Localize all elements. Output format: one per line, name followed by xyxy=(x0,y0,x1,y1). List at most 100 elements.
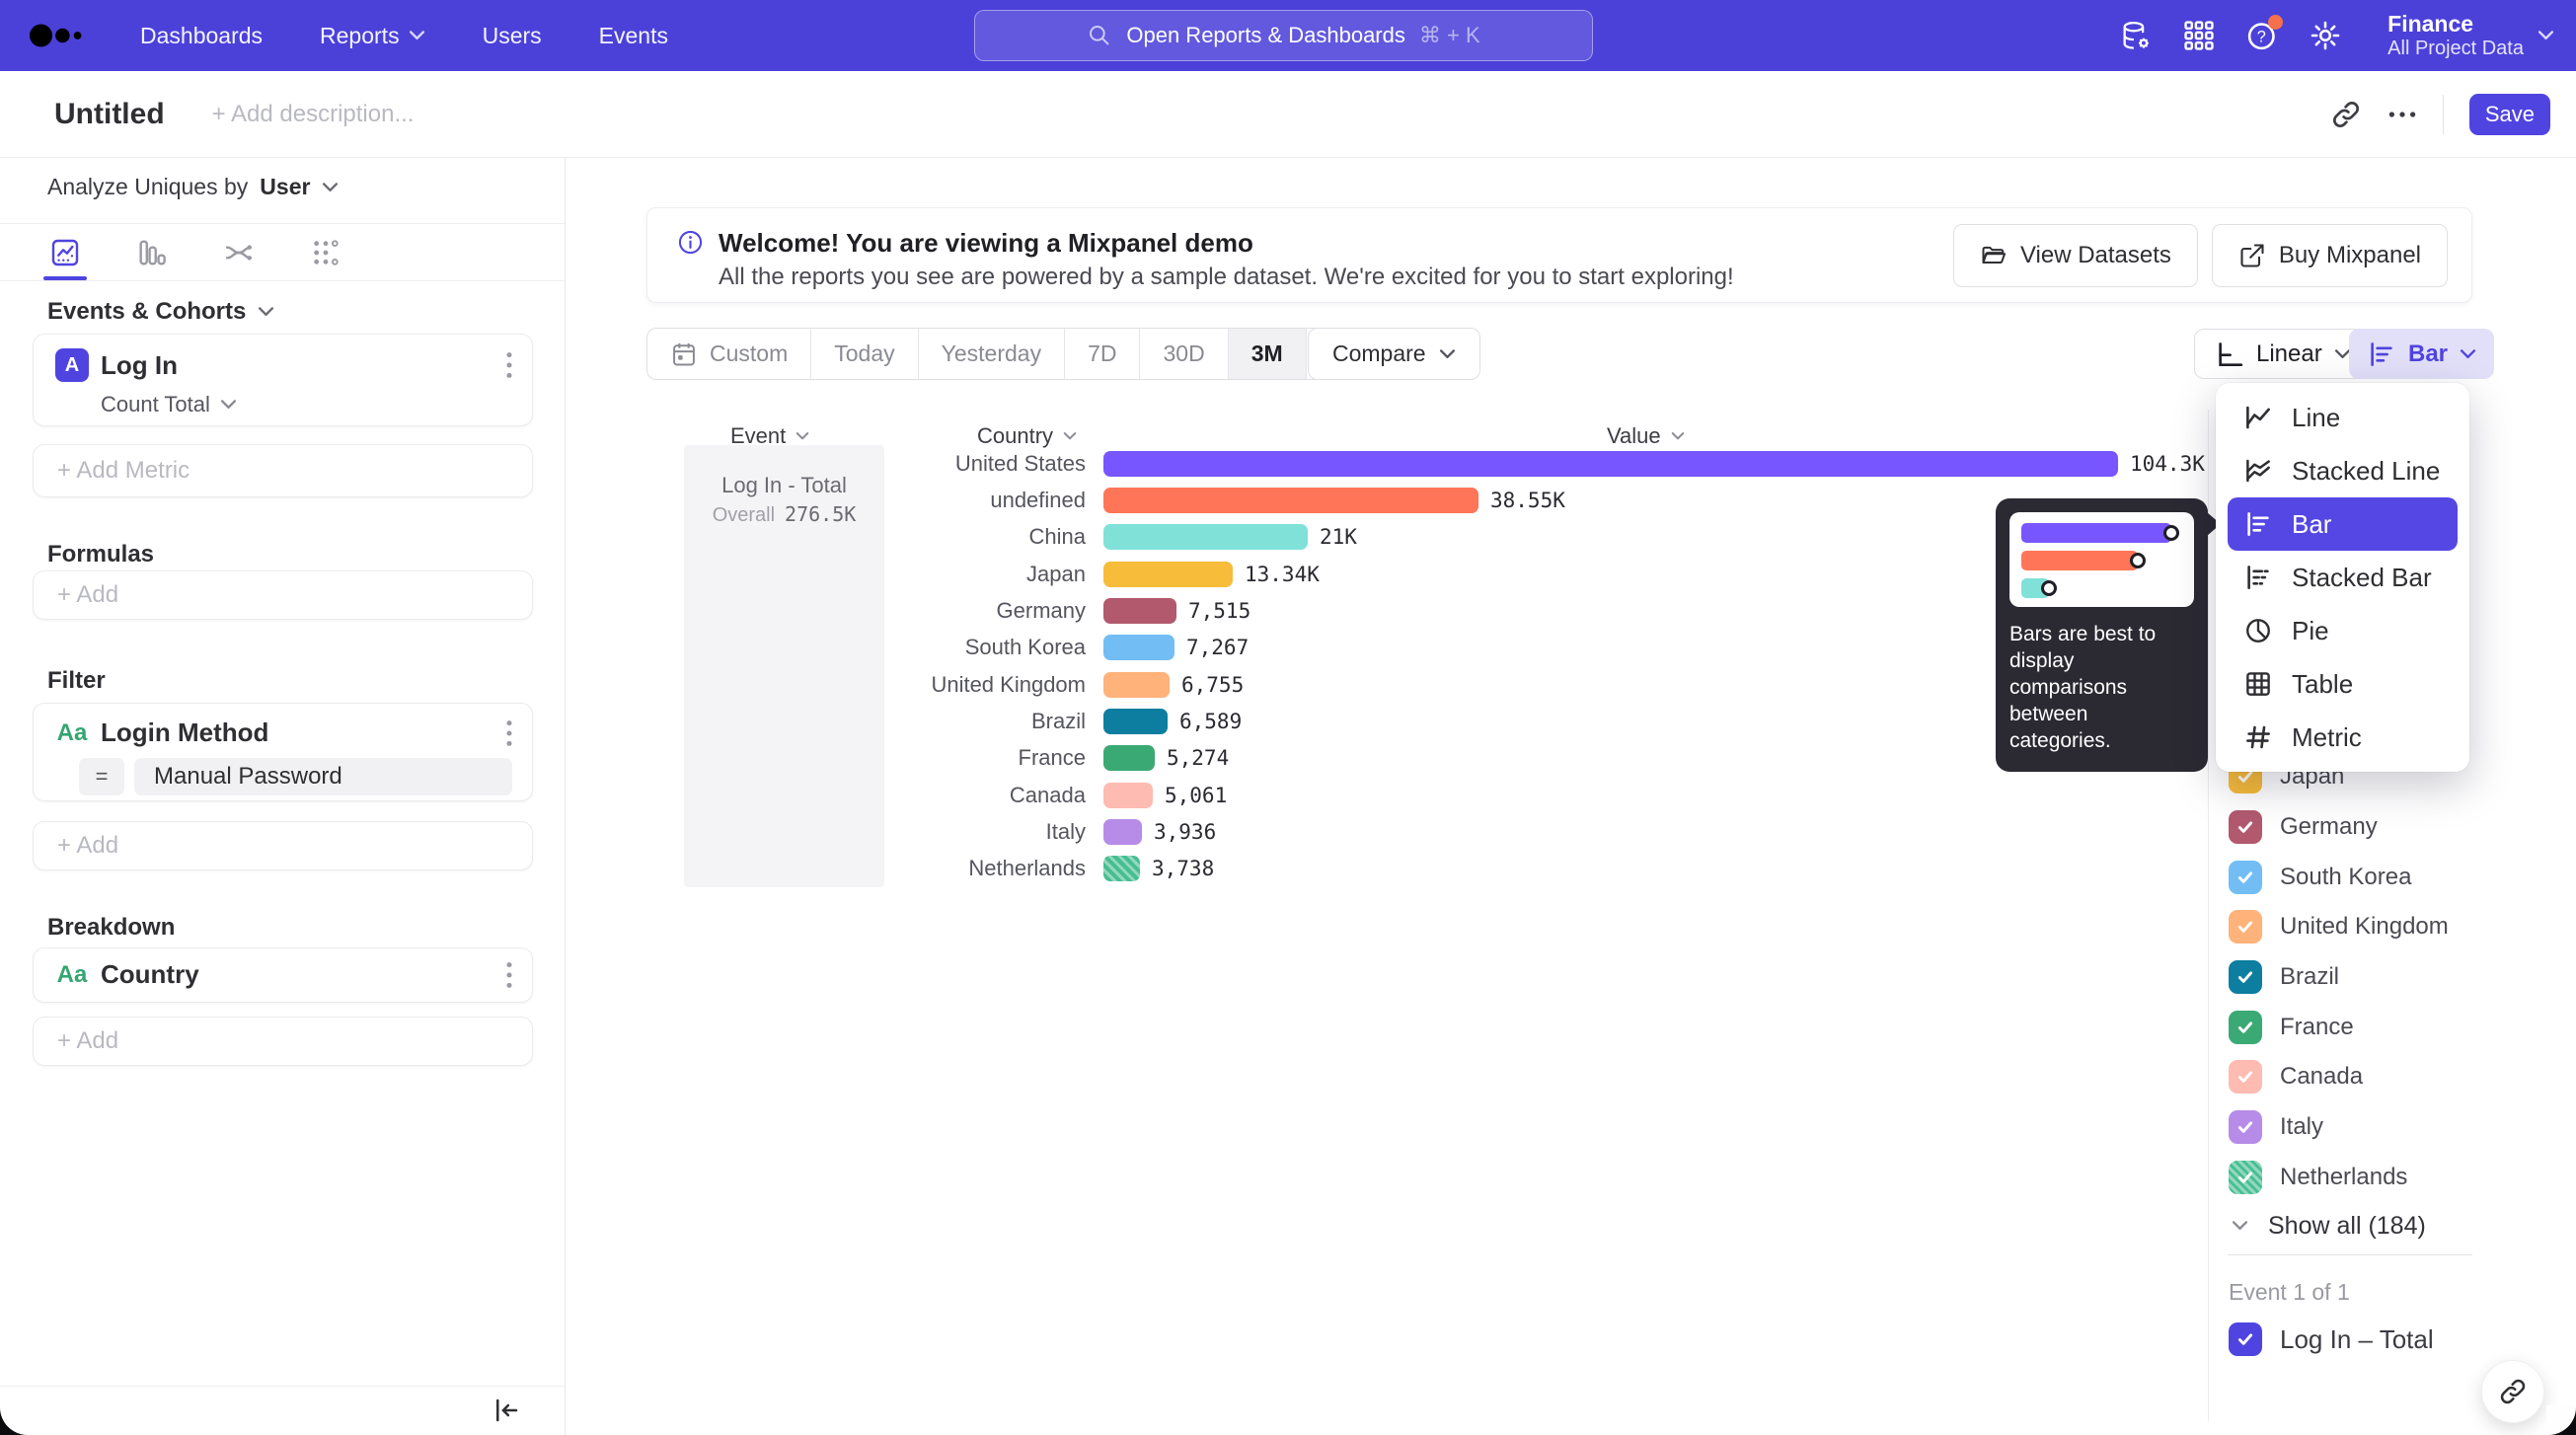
scale-dropdown[interactable]: Linear xyxy=(2194,329,2372,379)
report-type-tab[interactable] xyxy=(296,231,355,274)
chart-type-option[interactable]: Pie xyxy=(2216,604,2469,657)
event-card[interactable]: A Log In Count Total xyxy=(33,334,533,426)
add-filter-button[interactable]: + Add xyxy=(33,821,533,870)
chart-type-option-icon xyxy=(2243,722,2273,752)
date-range-option[interactable]: Today xyxy=(811,329,919,379)
event-name[interactable]: Log In xyxy=(101,349,178,380)
chart-type-option[interactable]: Line xyxy=(2216,391,2469,444)
legend-checkbox[interactable] xyxy=(2229,1110,2262,1145)
legend-item[interactable]: Brazil xyxy=(2208,952,2576,1003)
date-range-option[interactable]: 7D xyxy=(1065,329,1141,379)
compare-button[interactable]: Compare xyxy=(1308,328,1480,380)
page-title[interactable]: Untitled xyxy=(54,97,165,130)
chart-type-dropdown[interactable]: Bar xyxy=(2349,329,2495,379)
nav-item[interactable]: Users xyxy=(483,23,542,49)
bar[interactable] xyxy=(1103,782,1153,808)
legend-item[interactable]: Italy xyxy=(2208,1102,2576,1153)
banner-button[interactable]: Buy Mixpanel xyxy=(2211,224,2448,287)
column-header-event[interactable]: Event xyxy=(730,423,809,449)
legend-checkbox[interactable] xyxy=(2229,810,2262,845)
mixpanel-logo-icon[interactable] xyxy=(28,19,105,52)
bar[interactable] xyxy=(1103,524,1308,551)
bar-chart-row: Japan 13.34K xyxy=(884,556,2208,592)
chart-type-option[interactable]: Stacked Line xyxy=(2216,444,2469,497)
legend-checkbox[interactable] xyxy=(2229,860,2262,894)
legend-checkbox[interactable] xyxy=(2229,910,2262,944)
legend-item[interactable]: Netherlands xyxy=(2208,1153,2576,1203)
event-summary-cell[interactable]: Log In - Total Overall 276.5K xyxy=(684,445,884,887)
collapse-sidebar-icon[interactable] xyxy=(492,1396,521,1425)
nav-item[interactable]: Dashboards xyxy=(140,23,263,49)
help-icon[interactable] xyxy=(2245,15,2284,52)
date-range-option[interactable]: Custom xyxy=(647,329,812,379)
bar[interactable] xyxy=(1103,450,2118,477)
kebab-menu-icon[interactable] xyxy=(504,960,514,990)
global-search[interactable]: Open Reports & Dashboards ⌘ + K xyxy=(974,10,1593,61)
nav-item[interactable]: Events xyxy=(599,23,668,49)
date-range-option[interactable]: 3M xyxy=(1228,329,1307,379)
legend-item[interactable]: Canada xyxy=(2208,1052,2576,1102)
save-button[interactable]: Save xyxy=(2468,93,2550,135)
column-header-value[interactable]: Value xyxy=(1607,423,1685,449)
nav-item[interactable]: Reports xyxy=(320,23,425,49)
report-type-tab[interactable] xyxy=(122,231,182,274)
legend-checkbox[interactable] xyxy=(2229,960,2262,995)
bar[interactable] xyxy=(1103,671,1170,698)
report-type-tab[interactable] xyxy=(36,231,95,280)
column-header-country[interactable]: Country xyxy=(977,423,1077,449)
breakdown-property[interactable]: Country xyxy=(101,959,199,989)
add-formula-button[interactable]: + Add xyxy=(33,570,533,620)
legend-item[interactable]: France xyxy=(2208,1002,2576,1052)
bar[interactable] xyxy=(1103,487,1478,513)
show-all-label: Show all (184) xyxy=(2268,1211,2426,1240)
chart-type-option[interactable]: Table xyxy=(2216,657,2469,711)
filter-operator[interactable]: = xyxy=(79,758,124,795)
copy-link-icon[interactable] xyxy=(2330,99,2362,130)
date-range-option[interactable]: 30D xyxy=(1140,329,1229,379)
bar[interactable] xyxy=(1103,856,1140,882)
bar[interactable] xyxy=(1103,818,1142,845)
filter-property[interactable]: Login Method xyxy=(101,718,269,747)
apps-grid-icon[interactable] xyxy=(2182,19,2216,52)
bar[interactable] xyxy=(1103,635,1174,661)
more-options-icon[interactable] xyxy=(2387,110,2417,119)
show-all-toggle[interactable]: Show all (184) xyxy=(2208,1206,2576,1246)
kebab-menu-icon[interactable] xyxy=(504,718,514,748)
legend-checkbox[interactable] xyxy=(2229,1010,2262,1044)
bar[interactable] xyxy=(1103,708,1168,734)
report-type-tab[interactable] xyxy=(209,231,268,274)
settings-gear-icon[interactable] xyxy=(2309,19,2342,52)
legend-item[interactable]: Germany xyxy=(2208,802,2576,853)
bar[interactable] xyxy=(1103,597,1176,624)
data-icon[interactable] xyxy=(2119,19,2153,52)
share-link-button[interactable] xyxy=(2481,1360,2544,1423)
bar[interactable] xyxy=(1103,745,1155,772)
breakdown-card[interactable]: Aa Country xyxy=(33,947,533,1003)
add-description-field[interactable]: + Add description... xyxy=(211,100,415,127)
bar-chart-icon xyxy=(2367,340,2396,369)
filter-card[interactable]: Aa Login Method = Manual Password xyxy=(33,703,533,801)
bar-chart-row: undefined 38.55K xyxy=(884,482,2208,518)
add-breakdown-button[interactable]: + Add xyxy=(33,1017,533,1066)
chart-type-option[interactable]: Bar xyxy=(2228,497,2458,551)
legend-checkbox[interactable] xyxy=(2229,1060,2262,1095)
aggregation-dropdown[interactable]: Count Total xyxy=(101,392,532,417)
project-scope: All Project Data xyxy=(2387,37,2524,59)
legend-event-item[interactable]: Log In – Total xyxy=(2208,1317,2576,1362)
legend-item[interactable]: United Kingdom xyxy=(2208,902,2576,952)
kebab-menu-icon[interactable] xyxy=(504,350,514,380)
filter-value-input[interactable]: Manual Password xyxy=(134,758,512,795)
legend-checkbox[interactable] xyxy=(2229,1160,2262,1194)
chart-type-option[interactable]: Metric xyxy=(2216,711,2469,764)
events-cohorts-heading[interactable]: Events & Cohorts xyxy=(47,298,274,326)
chevron-down-icon xyxy=(2538,30,2554,41)
project-selector[interactable]: Finance All Project Data xyxy=(2387,11,2554,59)
analyze-value-dropdown[interactable]: User xyxy=(260,174,311,199)
event-checkbox[interactable] xyxy=(2229,1322,2262,1356)
banner-button[interactable]: View Datasets xyxy=(1952,224,2198,287)
legend-item[interactable]: South Korea xyxy=(2208,852,2576,902)
date-range-option[interactable]: Yesterday xyxy=(919,329,1066,379)
add-metric-button[interactable]: + Add Metric xyxy=(33,444,533,497)
bar[interactable] xyxy=(1103,561,1233,587)
chart-type-option[interactable]: Stacked Bar xyxy=(2216,551,2469,604)
